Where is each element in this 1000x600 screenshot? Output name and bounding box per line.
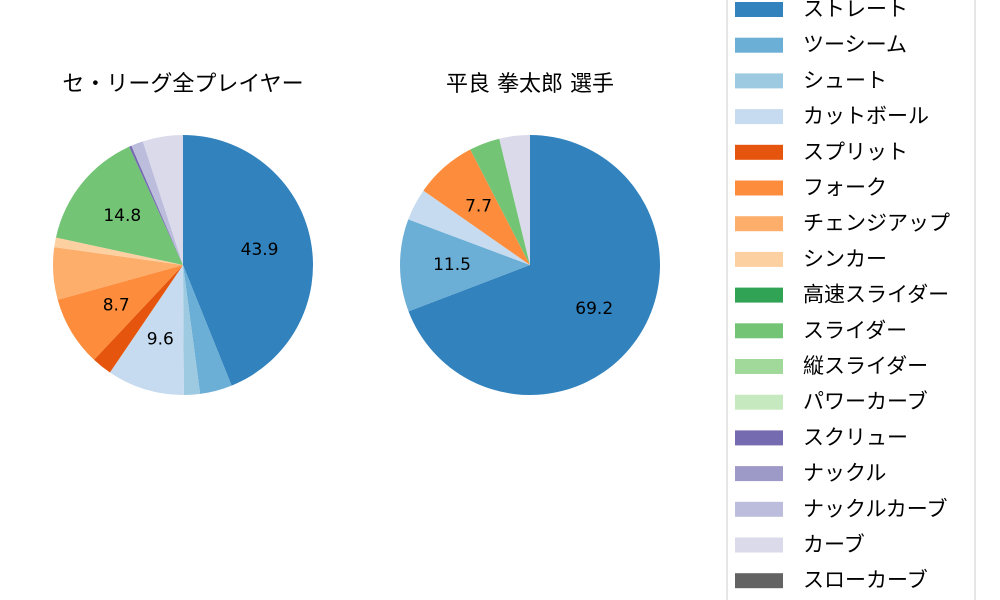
value-label: 43.9	[241, 240, 279, 260]
legend-label: カーブ	[803, 533, 865, 557]
pie-slice	[55, 146, 184, 265]
legend-swatch	[735, 144, 783, 160]
legend-label: スローカーブ	[803, 568, 928, 592]
pie-title: 平良 拳太郎 選手	[446, 72, 614, 97]
legend-swatch	[735, 109, 783, 125]
pie-slice	[499, 135, 530, 265]
pie-slice	[109, 265, 184, 395]
legend-label: カットボール	[803, 104, 929, 128]
legend-swatch	[735, 180, 783, 196]
legend-swatch	[735, 287, 783, 303]
pie-slice	[183, 265, 232, 394]
pie-slice	[408, 135, 660, 395]
value-label: 9.6	[147, 330, 174, 350]
pie-slice	[54, 237, 183, 265]
pie-slice	[57, 265, 183, 360]
legend-swatch	[735, 359, 783, 374]
pie-title: セ・リーグ全プレイヤー	[62, 72, 303, 97]
legend-swatch	[735, 216, 783, 232]
value-label: 7.7	[465, 196, 492, 216]
pie-slice	[94, 265, 183, 373]
legend-label: ナックル	[803, 461, 886, 485]
legend-swatch	[735, 537, 783, 553]
pie-slice	[400, 219, 530, 312]
pie-slice	[129, 145, 183, 265]
legend-label: パワーカーブ	[803, 390, 928, 414]
legend-label: スライダー	[803, 318, 907, 342]
legend-label: シンカー	[803, 247, 887, 271]
pie-slice	[423, 149, 530, 265]
value-label: 69.2	[575, 299, 613, 319]
pie-slice	[52, 247, 184, 300]
legend-swatch	[735, 430, 783, 446]
legend-box	[726, 0, 976, 600]
legend-label: ツーシーム	[803, 33, 907, 57]
legend-label: チェンジアップ	[803, 211, 950, 235]
legend-label: 高速スライダー	[803, 283, 949, 307]
legend-swatch	[735, 573, 783, 589]
legend-swatch	[735, 501, 783, 517]
legend-label: ストレート	[803, 0, 908, 21]
value-label: 11.5	[433, 255, 471, 275]
pie-slice	[183, 265, 201, 395]
pie-slice	[183, 135, 313, 386]
legend-swatch	[735, 2, 783, 17]
value-label: 14.8	[103, 206, 141, 226]
pie-slice	[470, 138, 530, 265]
legend-label: スクリュー	[803, 425, 908, 449]
legend-label: スプリット	[803, 140, 908, 164]
legend-swatch	[735, 73, 783, 89]
legend-label: ナックルカーブ	[803, 497, 947, 521]
legend-swatch	[735, 251, 783, 267]
pie-slice	[142, 135, 183, 265]
legend-swatch	[735, 466, 783, 482]
legend-label: 縦スライダー	[803, 354, 928, 378]
value-label: 8.7	[103, 295, 130, 315]
legend-swatch	[735, 394, 783, 410]
legend-label: フォーク	[803, 176, 887, 200]
legend-swatch	[735, 37, 783, 53]
legend-swatch	[735, 323, 783, 339]
pie-slice	[408, 190, 530, 265]
legend-label: シュート	[803, 68, 887, 92]
pie-slice	[131, 141, 183, 265]
